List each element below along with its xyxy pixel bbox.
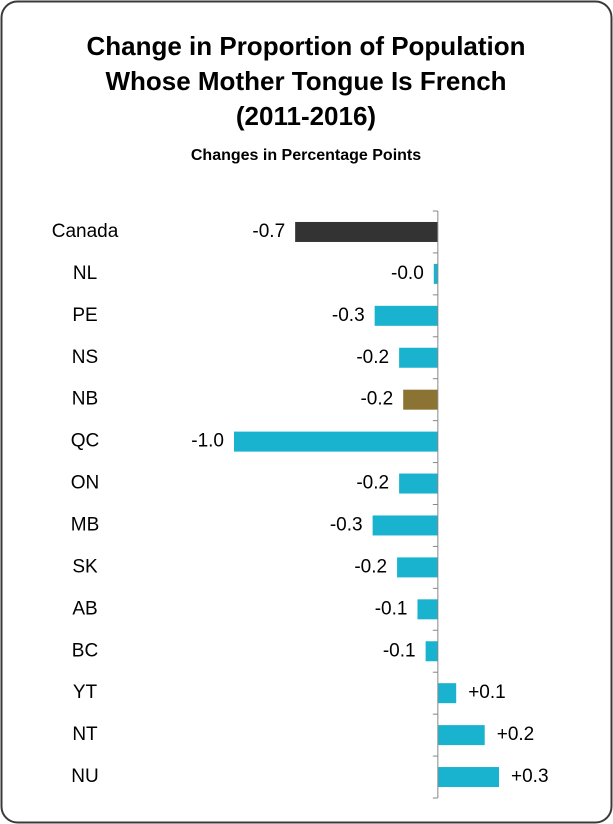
bar [397,557,438,578]
category-label: SK [72,556,98,577]
chart-title: Whose Mother Tongue Is French [105,66,506,96]
bar [399,347,438,368]
chart-subtitle: Changes in Percentage Points [191,147,421,164]
value-label: -1.0 [191,431,224,452]
value-label: -0.3 [332,305,365,326]
category-label: NS [72,347,98,368]
chart-title: (2011-2016) [236,101,376,131]
category-label: MB [71,514,100,535]
value-label: -0.3 [330,514,363,535]
value-label: -0.0 [391,263,424,284]
bar [403,389,438,410]
bar [437,767,499,788]
value-label: -0.7 [252,221,285,242]
bar [372,515,438,536]
bar [295,221,438,242]
category-label: Canada [52,221,119,242]
chart-title: Change in Proportion of Population [86,31,525,61]
category-label: ON [71,473,100,494]
value-label: +0.3 [511,766,549,787]
value-label: -0.2 [356,347,389,368]
value-label: -0.1 [375,598,408,619]
value-label: +0.2 [497,724,535,745]
bar [437,725,485,746]
category-label: NT [72,724,98,745]
bar [417,599,438,620]
category-label: NL [73,263,97,284]
bar [234,431,438,452]
category-label: NB [72,389,98,410]
category-label: YT [73,682,98,703]
category-label: PE [72,305,97,326]
category-label: NU [71,766,98,787]
category-label: QC [71,431,100,452]
bar [425,641,438,662]
value-label: -0.2 [360,389,393,410]
bar [374,305,438,326]
value-label: +0.1 [468,682,506,703]
value-label: -0.2 [354,556,387,577]
bar [437,683,457,704]
value-label: -0.1 [383,640,416,661]
category-label: BC [72,640,98,661]
bar [433,263,438,284]
category-label: AB [72,598,97,619]
value-label: -0.2 [356,473,389,494]
bar [399,473,438,494]
